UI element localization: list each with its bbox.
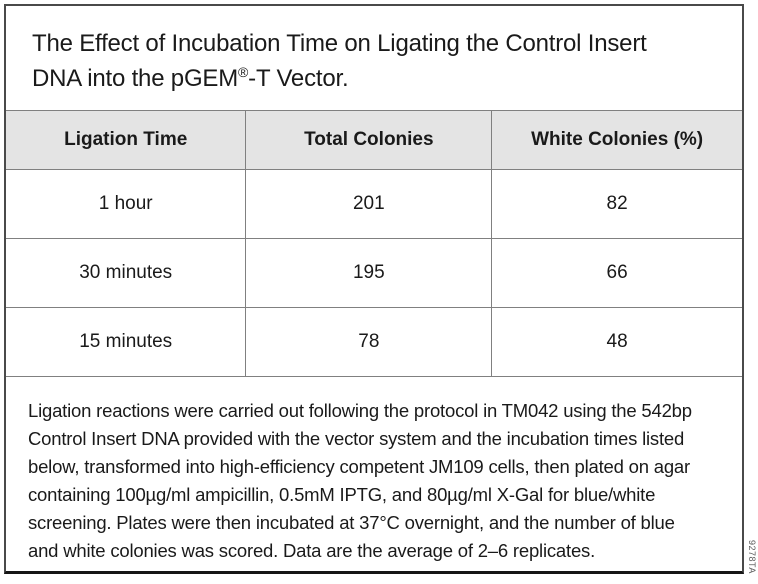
ligation-data-table: Ligation Time Total Colonies White Colon… <box>6 110 742 377</box>
cell-white-colonies: 48 <box>491 307 742 377</box>
cell-white-colonies: 66 <box>491 238 742 308</box>
table-row: 1 hour 201 82 <box>6 169 742 239</box>
cell-total-colonies: 201 <box>245 169 492 239</box>
column-header-ligation-time: Ligation Time <box>6 110 246 170</box>
column-header-total-colonies: Total Colonies <box>245 110 492 170</box>
cell-ligation-time: 15 minutes <box>6 307 246 377</box>
table-title: The Effect of Incubation Time on Ligatin… <box>32 26 692 96</box>
table-title-pre: The Effect of Incubation Time on Ligatin… <box>32 30 647 92</box>
cell-ligation-time: 1 hour <box>6 169 246 239</box>
table-header-row: Ligation Time Total Colonies White Colon… <box>6 110 742 170</box>
cell-white-colonies: 82 <box>491 169 742 239</box>
figure-code-label: 9278TA <box>747 540 757 574</box>
table-row: 15 minutes 78 48 <box>6 307 742 377</box>
table-row: 30 minutes 195 66 <box>6 238 742 308</box>
ligation-results-table-figure: The Effect of Incubation Time on Ligatin… <box>4 4 744 574</box>
table-title-block: The Effect of Incubation Time on Ligatin… <box>6 6 742 110</box>
cell-total-colonies: 78 <box>245 307 492 377</box>
table-footnote: Ligation reactions were carried out foll… <box>28 400 692 561</box>
registered-trademark-symbol: ® <box>238 64 249 80</box>
table-footnote-block: Ligation reactions were carried out foll… <box>6 377 742 575</box>
cell-ligation-time: 30 minutes <box>6 238 246 308</box>
column-header-white-colonies: White Colonies (%) <box>491 110 742 170</box>
cell-total-colonies: 195 <box>245 238 492 308</box>
table-title-post: -T Vector. <box>248 65 349 92</box>
